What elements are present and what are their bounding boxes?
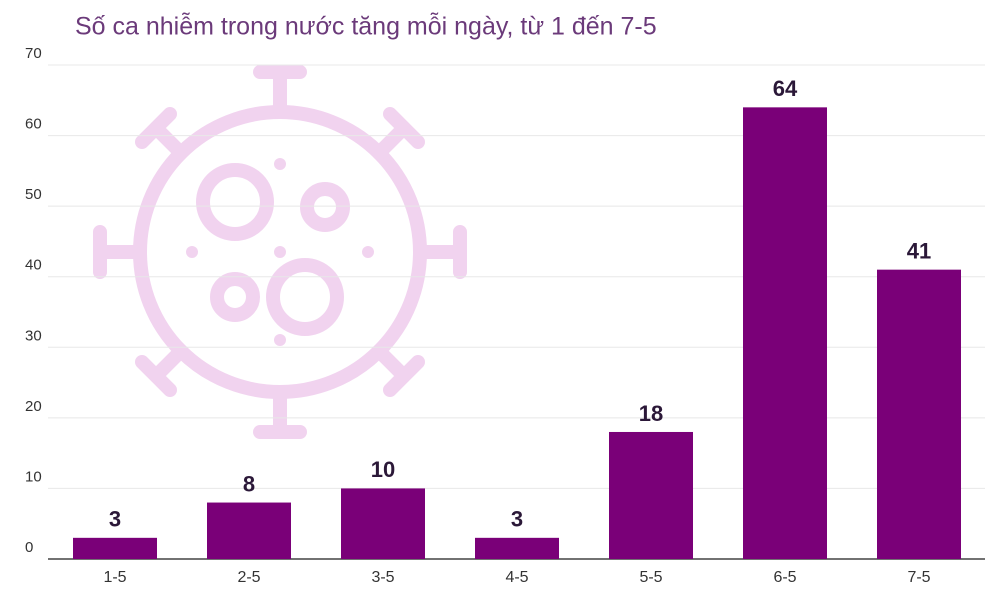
value-label: 10 [371, 457, 395, 482]
x-tick-label: 6-5 [773, 569, 796, 586]
virus-decoration [93, 65, 467, 439]
x-tick-label: 3-5 [371, 569, 394, 586]
bar [475, 537, 559, 559]
x-tick-label: 7-5 [907, 569, 930, 586]
y-tick-label: 40 [25, 257, 42, 274]
x-tick-label: 2-5 [237, 569, 260, 586]
y-tick-label: 50 [25, 186, 42, 203]
value-label: 41 [907, 238, 931, 263]
value-label: 3 [109, 507, 121, 532]
bar [609, 431, 693, 559]
value-label: 3 [511, 507, 523, 532]
bar [73, 537, 157, 559]
value-label: 18 [639, 401, 663, 426]
x-tick-label: 1-5 [103, 569, 126, 586]
y-tick-label: 30 [25, 327, 42, 344]
y-tick-label: 70 [25, 45, 42, 62]
value-label: 8 [243, 471, 255, 496]
bar [743, 107, 827, 559]
y-tick-label: 10 [25, 468, 42, 485]
x-tick-label: 4-5 [505, 569, 528, 586]
y-tick-label: 20 [25, 398, 42, 415]
y-tick-label: 0 [25, 539, 33, 556]
bar [341, 488, 425, 559]
x-tick-label: 5-5 [639, 569, 662, 586]
y-tick-label: 60 [25, 116, 42, 133]
value-label: 64 [773, 76, 798, 101]
bar [207, 502, 291, 559]
bar [877, 269, 961, 559]
chart-title: Số ca nhiễm trong nước tăng mỗi ngày, từ… [75, 12, 657, 41]
